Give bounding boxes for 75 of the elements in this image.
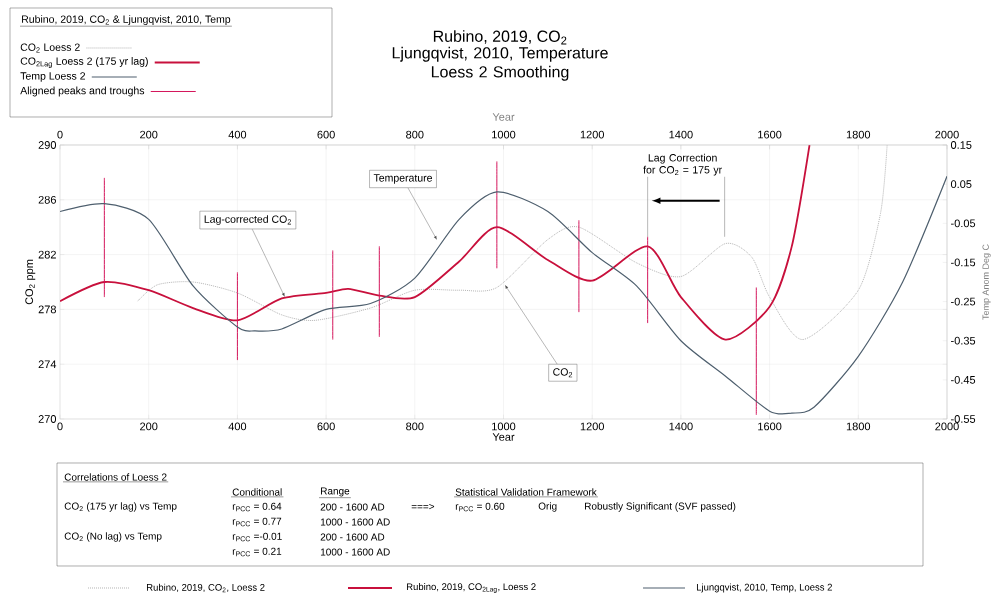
x2-tick-label: 1400 (669, 422, 693, 431)
x-tick-label: 600 (317, 130, 335, 139)
x-tick-label: 1200 (580, 130, 604, 139)
text: r$_{PCC}$ = 0.21 (232, 547, 282, 557)
annotation: Temperature (373, 174, 433, 184)
text: Correlations of Loess 2 (64, 473, 167, 481)
y-tick-label: 290 (38, 141, 57, 149)
x2-tick-label: 200 (140, 422, 158, 431)
text: CO$_{2}$ (175 yr lag) vs Temp (64, 502, 177, 512)
annotation: Lag-corrected CO$_{2}$ (204, 215, 292, 225)
text: 1000 - 1600 AD (320, 548, 390, 556)
y2-tick-label: 0.05 (950, 180, 972, 189)
x-tick-label: 1600 (758, 130, 782, 139)
x2-tick-label: 1200 (580, 422, 604, 431)
text: Range (321, 487, 350, 497)
text: r$_{PCC}$ = 0.60 (455, 502, 505, 512)
x2-tick-label: 800 (406, 422, 424, 431)
x-tick-label: 1400 (669, 130, 693, 139)
line-series (60, 175, 947, 415)
y2-tick-label: -0.25 (951, 297, 976, 306)
y-axis-title: CO$_{2}$ ppm (25, 259, 36, 305)
legend-label: CO$_{2Lag}$ Loess 2 (175 yr lag) (20, 57, 148, 68)
y2-tick-label: -0.55 (951, 415, 976, 423)
x-tick-label: 1800 (846, 130, 871, 139)
x-tick-label: 1000 (492, 130, 516, 139)
text: ===> (411, 504, 435, 510)
y2-tick-label: -0.45 (951, 375, 976, 384)
text: r$_{PCC}$ =-0.01 (232, 532, 282, 542)
x-tick-label: 200 (140, 130, 158, 139)
x2-tick-label: 2000 (935, 422, 959, 431)
chart-title: Rubino, 2019, CO$_{2}$ (433, 30, 567, 45)
x2-axis-title: Year (492, 113, 515, 121)
x2-tick-label: 1800 (846, 422, 871, 431)
text: r$_{PCC}$ = 0.64 (232, 502, 282, 512)
x2-tick-label: 0 (57, 422, 63, 431)
legend-label: CO$_{2}$ Loess 2 (20, 43, 80, 53)
text: 200 - 1600 AD (320, 503, 385, 511)
text: Robustly Significant (SVF passed) (585, 502, 736, 512)
x-tick-label: 2000 (935, 130, 959, 139)
y-tick-label: 274 (38, 360, 57, 369)
text: r$_{PCC}$ = 0.77 (232, 517, 282, 527)
text: CO$_{2}$ (No lag) vs Temp (64, 532, 162, 542)
x-axis-title: Year (492, 433, 515, 441)
text: Rubino, 2019, CO$_{2}$, Loess 2 (146, 583, 265, 593)
y2-axis-title: Temp Anom Deg C (982, 244, 991, 320)
text: 1000 - 1600 AD (320, 518, 390, 526)
x-tick-label: 400 (228, 130, 247, 139)
line-series (60, 145, 811, 341)
annotation: CO$_{2}$ (553, 368, 573, 378)
annotation: Lag Correction for CO$_{2}$ = 175 yr (643, 153, 722, 176)
x-tick-label: 800 (406, 130, 424, 139)
x2-tick-label: 1000 (492, 422, 516, 431)
y-tick-label: 278 (38, 305, 56, 314)
text: 200 - 1600 AD (320, 533, 385, 541)
x2-tick-label: 600 (317, 422, 335, 431)
x2-tick-label: 1600 (758, 422, 782, 431)
y2-tick-label: 0.15 (950, 141, 972, 149)
y-tick-label: 286 (38, 195, 56, 204)
x-tick-label: 0 (57, 130, 63, 139)
legend-title: Rubino, 2019, CO$_{2}$ & Ljungqvist, 2010, Temp (22, 15, 231, 25)
x2-tick-label: 400 (228, 422, 247, 431)
legend-label: Aligned peaks and troughs (20, 86, 145, 97)
y-tick-label: 270 (38, 415, 57, 423)
y2-tick-label: -0.35 (951, 336, 976, 345)
text: Orig (538, 502, 557, 512)
text: Statistical Validation Framework (455, 488, 597, 496)
chart-subtitle: Ljungqvist, 2010, Temperature Loess 2 Smoothing (392, 46, 608, 81)
text: Conditional (232, 488, 282, 496)
y-tick-label: 282 (38, 250, 56, 259)
line-series (137, 145, 888, 341)
y2-tick-label: -0.15 (951, 258, 976, 267)
text: Rubino, 2019, CO$_{2Lag}$, Loess 2 (406, 583, 536, 593)
legend-label: Temp Loess 2 (20, 72, 86, 82)
text: Ljungqvist, 2010, Temp, Loess 2 (696, 583, 832, 593)
y2-tick-label: -0.05 (951, 219, 976, 228)
